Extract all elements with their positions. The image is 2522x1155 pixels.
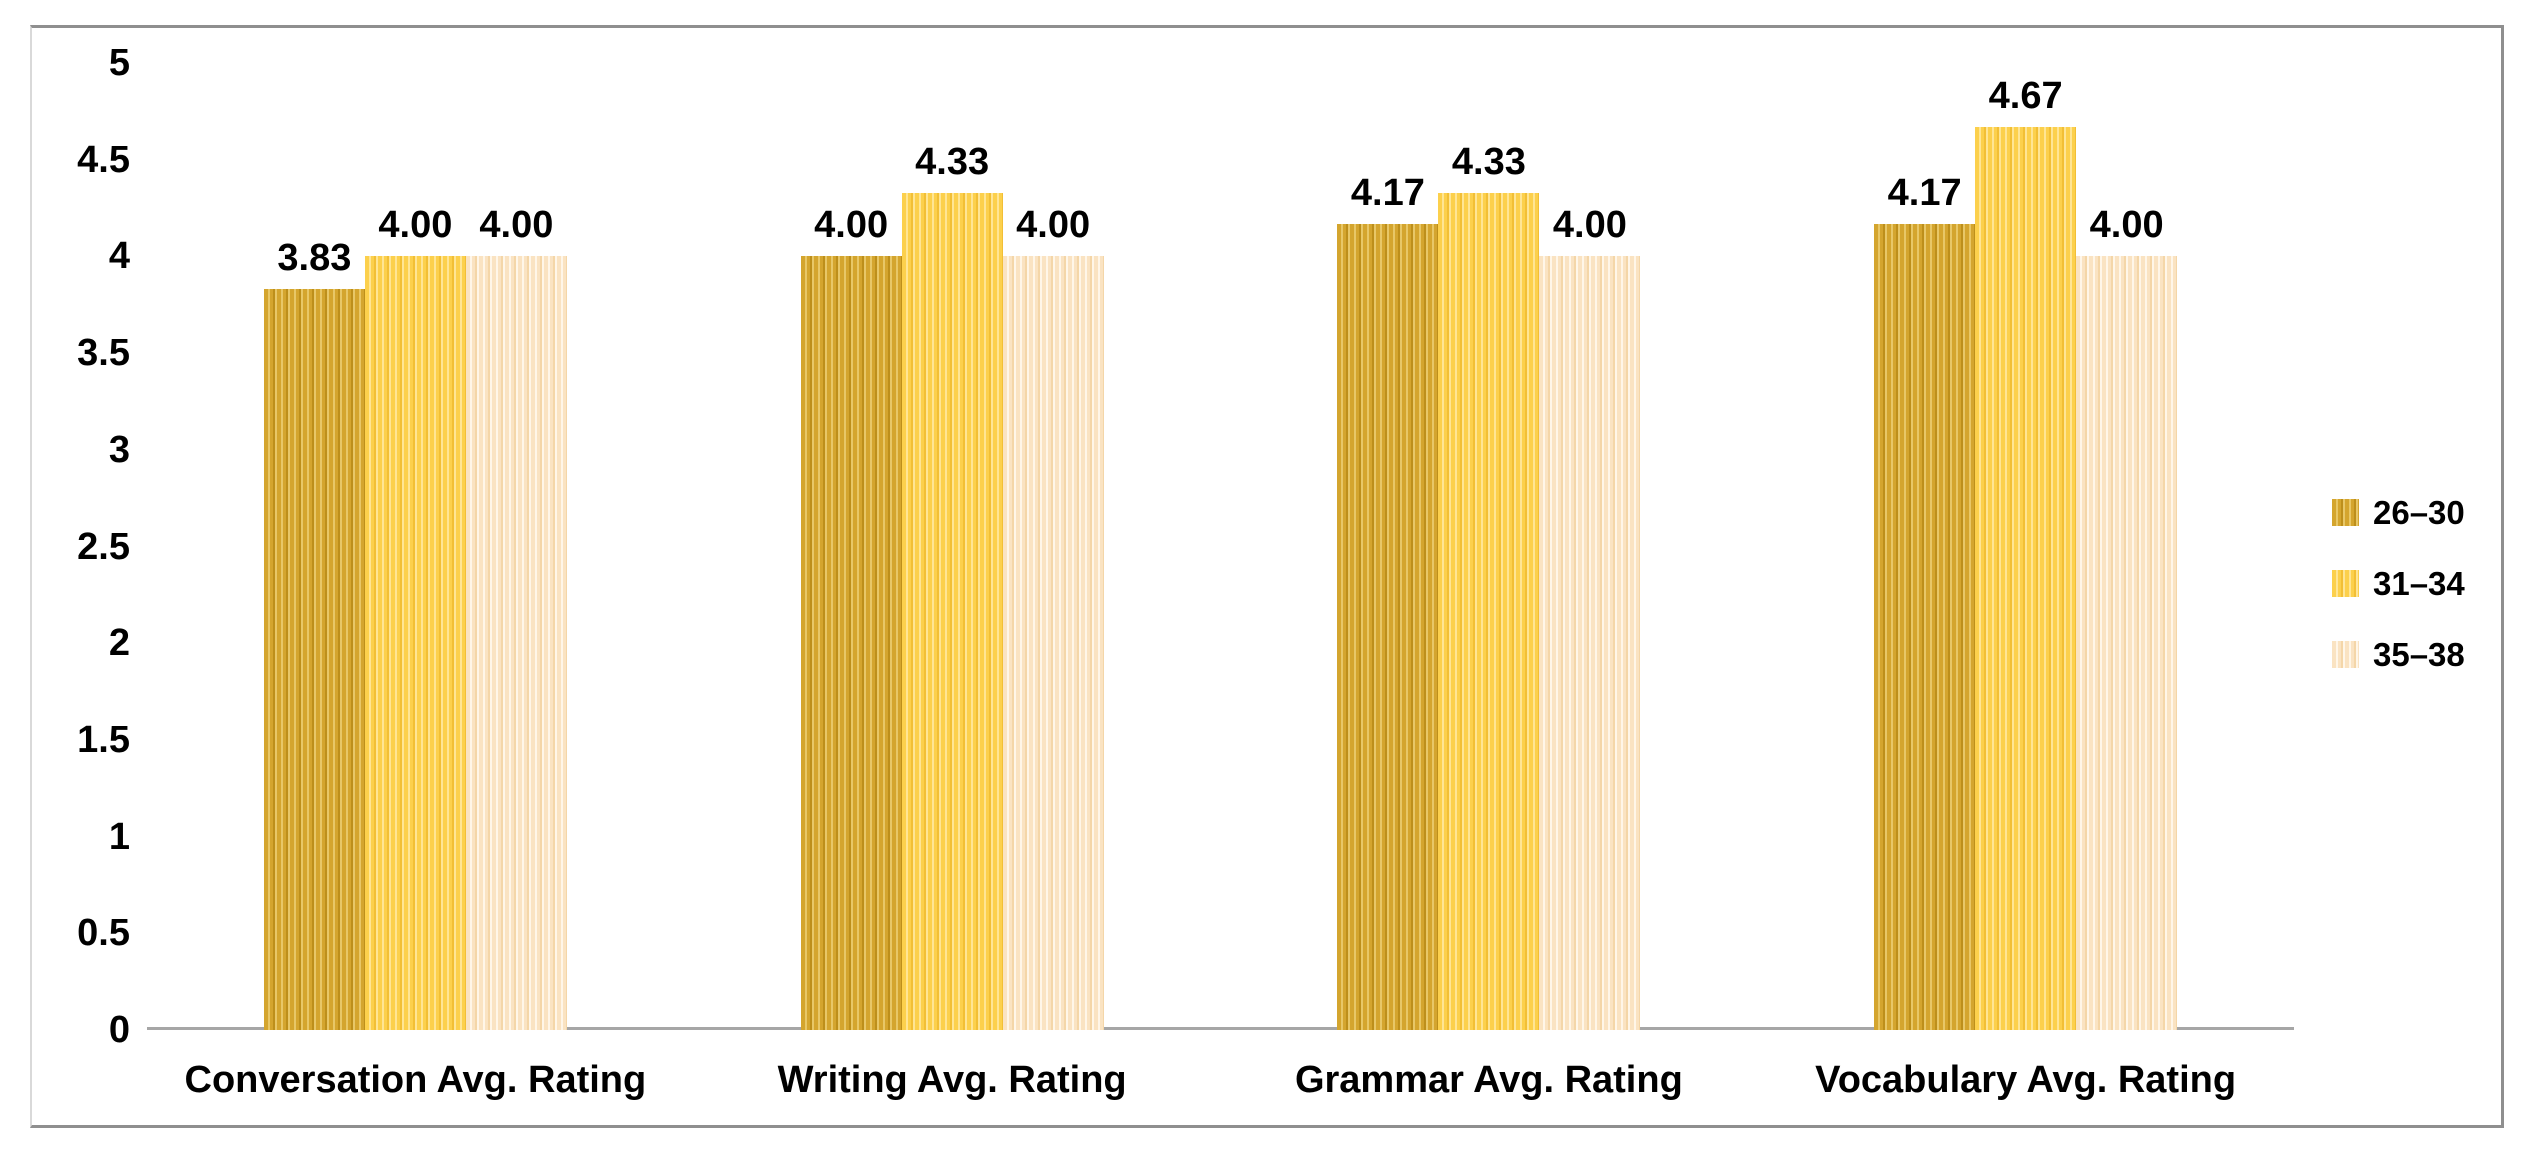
legend-entry: 26–30 (2332, 496, 2465, 529)
bar-value-label: 4.00 (814, 204, 889, 247)
bar-value-label: 4.17 (1350, 171, 1425, 214)
y-axis-tick-label: 0 (108, 1009, 130, 1051)
bar-series-2-cat-3 (1438, 192, 1540, 1030)
bar-value-label: 4.00 (1016, 204, 1091, 247)
x-category-label: Grammar Avg. Rating (1294, 1059, 1683, 1101)
bar-wrap: 4.00 (1539, 206, 1641, 1030)
bar-wrap: 4.00 (1002, 206, 1104, 1030)
bar-wrap: 4.00 (465, 206, 567, 1030)
y-axis-tick-label: 4 (108, 235, 130, 278)
x-category-label: Writing Avg. Rating (777, 1059, 1127, 1101)
bar-wrap: 4.33 (901, 143, 1003, 1030)
bar-value-label: 4.33 (915, 140, 990, 183)
bar-series-2-cat-2 (901, 192, 1003, 1030)
bar-series-1-cat-4 (1874, 223, 1976, 1030)
bar-group-3: 4.17 4.33 4.00 (1337, 143, 1641, 1030)
bar-series-2-cat-4 (1975, 126, 2077, 1030)
bar-group-2: 4.00 4.33 4.00 (800, 143, 1104, 1030)
chart-frame: 5 4.5 4 3.5 3 2.5 2 1.5 1 0.5 0 3.83 4.00 4.00 4.00 4.… (30, 25, 2504, 1128)
bar-value-label: 4.67 (1988, 74, 2063, 117)
y-axis-tick-label: 4.5 (77, 138, 130, 181)
bar-value-label: 4.33 (1451, 140, 1526, 183)
bar-value-label: 4.00 (378, 204, 453, 247)
legend-entry: 35–38 (2332, 638, 2465, 671)
y-axis-tick-label: 2 (108, 622, 130, 665)
bar-series-2-cat-1 (364, 256, 466, 1030)
bar-value-label: 4.00 (2089, 204, 2164, 247)
plot-area: 3.83 4.00 4.00 4.00 4.33 4.00 4.17 4.33 4.00 4.17… (147, 63, 2294, 1030)
bar-value-label: 3.83 (277, 237, 352, 280)
x-axis-line (147, 1027, 2294, 1030)
bar-series-3-cat-4 (2076, 256, 2178, 1030)
x-category-label: Vocabulary Avg. Rating (1815, 1059, 2237, 1101)
x-category-label: Conversation Avg. Rating (184, 1059, 647, 1101)
bar-wrap: 4.33 (1438, 143, 1540, 1030)
bar-wrap: 3.83 (263, 239, 365, 1030)
bar-group-4: 4.17 4.67 4.00 (1874, 77, 2178, 1030)
y-axis-tick-label: 3.5 (77, 332, 130, 375)
y-axis-tick-label: 1 (108, 815, 130, 858)
y-axis: 5 4.5 4 3.5 3 2.5 2 1.5 1 0.5 0 (42, 28, 130, 1125)
bar-series-1-cat-3 (1337, 223, 1439, 1030)
bar-wrap: 4.67 (1975, 77, 2077, 1030)
bar-wrap: 4.00 (2076, 206, 2178, 1030)
bar-value-label: 4.00 (1552, 204, 1627, 247)
y-axis-tick-label: 2.5 (77, 525, 130, 568)
bar-group-1: 3.83 4.00 4.00 (263, 206, 567, 1030)
legend-swatch-icon (2332, 499, 2359, 526)
legend: 26–30 31–34 35–38 (2332, 496, 2465, 671)
bar-series-3-cat-3 (1539, 256, 1641, 1030)
bar-wrap: 4.00 (364, 206, 466, 1030)
bar-series-3-cat-2 (1002, 256, 1104, 1030)
bar-series-1-cat-2 (800, 256, 902, 1030)
bar-wrap: 4.17 (1874, 174, 1976, 1030)
bar-series-3-cat-1 (465, 256, 567, 1030)
y-axis-tick-label: 0.5 (77, 912, 130, 955)
bar-series-1-cat-1 (263, 289, 365, 1030)
legend-swatch-icon (2332, 641, 2359, 668)
legend-label: 26–30 (2373, 494, 2465, 531)
bar-wrap: 4.17 (1337, 174, 1439, 1030)
y-axis-tick-label: 3 (108, 428, 130, 471)
legend-entry: 31–34 (2332, 567, 2465, 600)
legend-swatch-icon (2332, 570, 2359, 597)
legend-label: 35–38 (2373, 636, 2465, 673)
x-axis-labels: Conversation Avg. Rating Writing Avg. Rat… (147, 1052, 2294, 1108)
bar-wrap: 4.00 (800, 206, 902, 1030)
legend-label: 31–34 (2373, 565, 2465, 602)
y-axis-tick-label: 1.5 (77, 718, 130, 761)
y-axis-tick-label: 5 (108, 42, 130, 84)
bar-value-label: 4.17 (1887, 171, 1962, 214)
bar-value-label: 4.00 (479, 204, 554, 247)
